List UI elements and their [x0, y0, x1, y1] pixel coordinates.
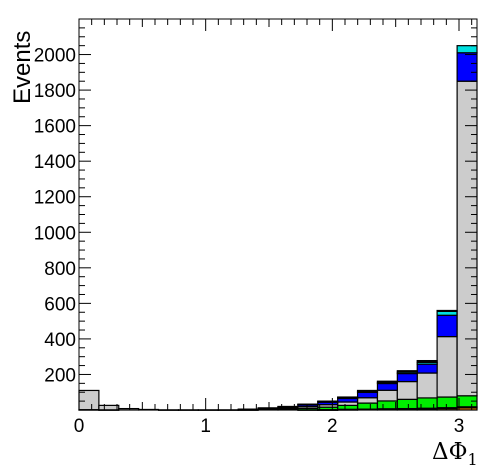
bar-segment	[436, 314, 458, 338]
bar-segment	[396, 398, 418, 410]
bar-segment	[356, 397, 379, 404]
bar-segment	[416, 372, 438, 399]
bar-segment	[376, 389, 398, 402]
bar-segment	[456, 45, 478, 54]
x-tick-label: 1	[200, 416, 211, 437]
y-tick-label: 600	[44, 294, 76, 315]
y-tick-label: 200	[44, 365, 76, 386]
y-axis-title: Events	[9, 31, 36, 104]
plot-frame	[78, 18, 478, 411]
stacked-bars	[78, 45, 478, 411]
bar-segment	[376, 382, 398, 391]
y-tick-label: 1600	[34, 117, 76, 138]
y-tick-label: 800	[44, 259, 76, 280]
bar-segment	[436, 396, 458, 409]
y-axis-ticks	[79, 27, 477, 402]
bar-segment	[436, 335, 458, 398]
x-tick-label: 0	[74, 416, 85, 437]
bar-segment	[456, 52, 478, 82]
y-tick-label: 400	[44, 330, 76, 351]
bar-segment	[78, 389, 100, 411]
x-axis-title: ΔΦ1	[432, 439, 478, 469]
bar-segment	[98, 404, 120, 411]
bar-segment	[396, 370, 418, 373]
y-tick-label: 1400	[34, 152, 76, 173]
bar-segment	[436, 309, 458, 312]
x-axis-ticks	[78, 19, 473, 410]
y-tick-label: 2000	[34, 46, 76, 67]
y-tick-label: 1200	[34, 188, 76, 209]
y-tick-label: 1000	[34, 223, 76, 244]
x-axis-title-main: ΔΦ	[432, 439, 467, 465]
bar-segment	[396, 380, 418, 400]
bar-segment	[317, 400, 339, 403]
bar-segment	[416, 359, 438, 363]
bar-segment	[416, 363, 438, 374]
bar-segment	[257, 407, 279, 409]
bar-segment	[396, 372, 418, 383]
y-tick-labels: 200 400 600 800 1000 1200 1400 1600 1800 2000	[34, 46, 76, 387]
bar-segment	[337, 396, 359, 399]
bar-segment	[456, 80, 478, 397]
x-tick-label: 3	[454, 416, 465, 437]
bar-segment	[376, 380, 398, 383]
bar-segment	[356, 389, 379, 392]
bar-segment	[376, 400, 398, 410]
bar-segment	[356, 402, 379, 410]
bar-segment	[297, 403, 319, 406]
x-tick-label: 2	[327, 416, 338, 437]
x-tick-labels: 0 1 2 3	[74, 416, 465, 437]
y-tick-label: 1800	[34, 81, 76, 102]
bar-segment	[277, 405, 299, 408]
bar-segment	[356, 391, 379, 399]
x-axis-title-subscript: 1	[467, 450, 477, 469]
